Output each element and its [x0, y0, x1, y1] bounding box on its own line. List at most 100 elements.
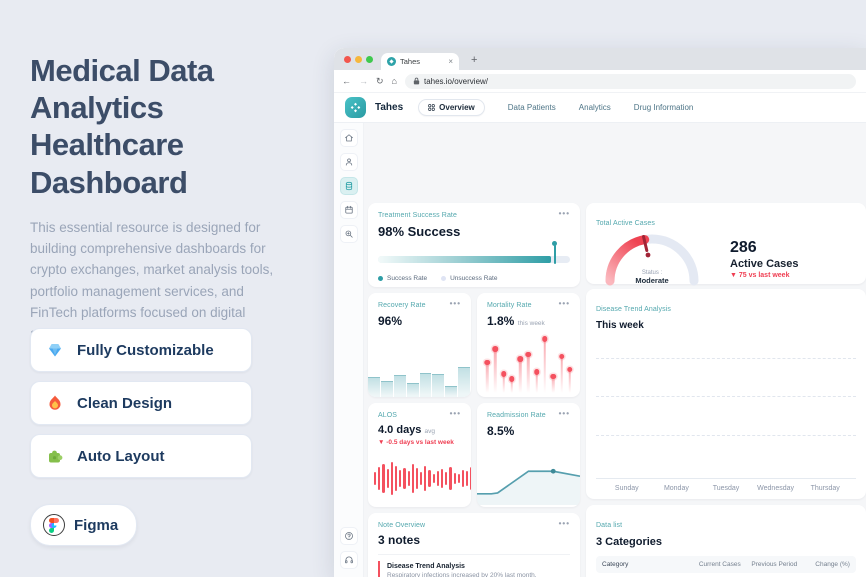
sidebar-item-help[interactable] — [339, 527, 358, 545]
axis-label: Tuesday — [712, 485, 740, 492]
active-cases-gauge: Status : Moderate — [596, 229, 708, 287]
card-title: Readmission Rate — [487, 412, 546, 419]
column-header: Previous Period — [751, 561, 798, 568]
address-bar[interactable]: tahes.io/overview/ — [404, 73, 856, 89]
forward-icon[interactable]: → — [359, 76, 368, 86]
treatment-bar-marker — [552, 241, 558, 264]
nav-drug-information[interactable]: Drug Information — [633, 103, 694, 112]
alos-delta: ▼ -0.5 days vs last week — [378, 439, 454, 446]
column-header: Category — [602, 561, 629, 568]
figma-label: Figma — [74, 516, 119, 534]
datalist-subtitle: 3 Categories — [596, 536, 663, 548]
mortality-point — [524, 334, 532, 393]
new-tab-button[interactable]: + — [471, 54, 478, 66]
figma-badge[interactable]: Figma — [30, 504, 138, 546]
badge-clean-design: Clean Design — [30, 381, 252, 425]
nav-overview-label: Overview — [439, 103, 475, 112]
recovery-step — [393, 374, 406, 397]
card-menu-button[interactable]: ••• — [558, 519, 570, 528]
app-logo[interactable] — [345, 97, 366, 118]
treatment-progress-bar — [378, 241, 570, 264]
recovery-step — [458, 366, 470, 397]
card-menu-button[interactable]: ••• — [449, 409, 461, 418]
table-row: Infectious Diseases320270+18.5% — [596, 573, 856, 577]
alos-bar — [424, 466, 427, 491]
legend-label: Unsuccess Rate — [450, 275, 498, 282]
column-header: Current Cases — [698, 561, 741, 568]
legend-label: Success Rate — [387, 275, 428, 282]
card-title: Disease Trend Analysis — [596, 306, 671, 313]
help-icon — [344, 532, 353, 540]
mortality-point — [557, 334, 565, 393]
trend-chart — [596, 341, 856, 479]
trend-subtitle: This week — [596, 320, 644, 331]
alos-bar — [386, 469, 389, 488]
recovery-chart — [368, 334, 471, 397]
mortality-point — [549, 334, 557, 393]
reload-icon[interactable]: ↻ — [376, 75, 384, 86]
flame-icon — [49, 395, 61, 410]
alos-bar — [394, 466, 398, 491]
alos-bar — [378, 467, 381, 490]
alos-bar — [407, 471, 410, 486]
trend-x-axis: Sunday Monday Tuesday Wednesday Thursday — [596, 485, 856, 492]
recovery-step — [419, 373, 432, 397]
card-menu-button[interactable]: ••• — [449, 299, 461, 308]
alos-bar — [470, 467, 471, 490]
axis-label: Thursday — [810, 485, 840, 492]
browser-tab[interactable]: Tahes × — [381, 53, 459, 70]
axis-label: Wednesday — [757, 485, 794, 492]
app-header: Tahes Overview Data Patients Analytics D… — [334, 93, 866, 123]
close-window-button[interactable] — [344, 56, 351, 63]
nav-overview[interactable]: Overview — [418, 99, 485, 116]
browser-urlbar: ← → ↻ ⌂ tahes.io/overview/ — [334, 70, 866, 93]
minimize-window-button[interactable] — [355, 56, 362, 63]
gauge-needle-dot — [645, 252, 651, 258]
recovery-step — [368, 377, 380, 397]
sidebar-item-schedule[interactable] — [339, 201, 358, 219]
alos-bar — [441, 468, 444, 489]
card-menu-button[interactable]: ••• — [558, 209, 570, 218]
tab-favicon — [387, 57, 396, 66]
sidebar-item-search[interactable] — [339, 225, 358, 243]
alos-bar — [457, 474, 460, 483]
home-icon[interactable]: ⌂ — [391, 76, 397, 86]
readmission-chart — [477, 444, 580, 507]
tab-close-icon[interactable]: × — [448, 57, 453, 66]
status-label: Status : — [641, 270, 663, 276]
nav-analytics[interactable]: Analytics — [578, 103, 611, 112]
sidebar-item-database[interactable] — [339, 177, 358, 195]
browser-window: Tahes × + ← → ↻ ⌂ tahes.io/overview/ — [334, 48, 866, 577]
active-cases-delta: ▼ 75 vs last week — [730, 272, 790, 279]
alos-bar — [445, 471, 448, 486]
sidebar-item-home[interactable] — [339, 129, 358, 147]
card-title: Data list — [596, 522, 623, 529]
mortality-point — [500, 334, 508, 393]
mortality-point — [483, 334, 491, 393]
back-icon[interactable]: ← — [342, 76, 351, 86]
card-menu-button[interactable]: ••• — [558, 409, 570, 418]
left-panel: Medical Data Analytics Healthcare Dashbo… — [30, 52, 310, 345]
maximize-window-button[interactable] — [366, 56, 373, 63]
badge-auto-layout: Auto Layout — [30, 434, 252, 478]
column-header: Change (%) — [815, 561, 850, 568]
card-menu-button[interactable]: ••• — [558, 299, 570, 308]
mortality-point — [566, 334, 574, 393]
database-icon — [345, 181, 352, 191]
nav-data-patients[interactable]: Data Patients — [507, 103, 556, 112]
alos-bar — [449, 467, 452, 490]
window-controls — [334, 56, 381, 70]
recovery-step — [380, 380, 393, 397]
alos-bar — [415, 468, 419, 489]
recovery-step — [406, 383, 419, 397]
feature-badges: Fully Customizable Clean Design Auto Lay… — [30, 328, 252, 478]
gem-icon — [49, 344, 61, 357]
badge-label: Fully Customizable — [77, 341, 214, 359]
alos-bar — [390, 462, 393, 495]
mortality-point — [516, 334, 524, 393]
brand-name: Tahes — [375, 102, 404, 113]
search-plus-icon — [345, 230, 353, 238]
note-description: Respiratory infections increased by 20% … — [387, 572, 537, 577]
sidebar-item-support[interactable] — [339, 551, 358, 569]
sidebar-item-patients[interactable] — [339, 153, 358, 171]
